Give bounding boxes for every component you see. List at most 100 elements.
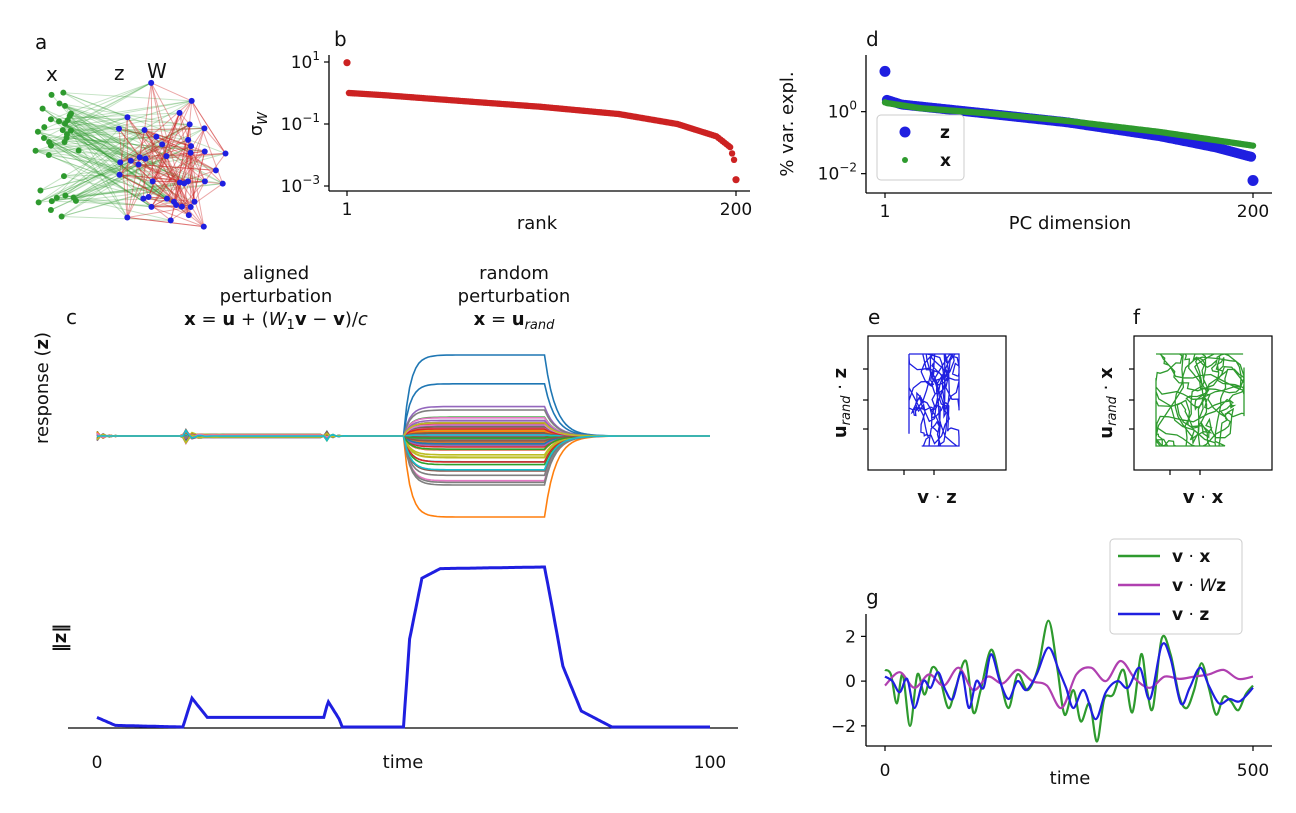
edge-x-z <box>37 131 146 160</box>
edge-x-z <box>43 127 205 139</box>
y-tick-label: −2 <box>831 717 856 737</box>
x-node <box>60 89 67 96</box>
edge-x-z <box>69 115 189 182</box>
edge-x-z <box>67 119 157 138</box>
z-node <box>186 121 193 128</box>
label-x: x <box>46 62 58 86</box>
edge-z-z <box>127 216 204 228</box>
x-node <box>75 147 82 154</box>
edge-z-z <box>151 206 204 228</box>
z-node <box>148 203 155 210</box>
z-node <box>167 217 174 224</box>
edge-z-z <box>150 82 206 182</box>
response-trace <box>97 383 710 442</box>
edge-z-z <box>166 151 206 199</box>
z-node <box>187 204 194 211</box>
b-xlabel: rank <box>517 213 558 234</box>
y-tick-label: 0 <box>845 672 856 692</box>
edge-z-z <box>139 151 205 158</box>
edge-x-z <box>61 182 180 217</box>
z-node <box>212 167 219 174</box>
edge-x-z <box>61 158 146 217</box>
e-ticks <box>863 368 935 475</box>
x-node <box>53 194 60 201</box>
x-node <box>34 128 41 135</box>
edge-z-z <box>127 116 181 183</box>
g-line-vz <box>884 642 1254 721</box>
edge-z-z <box>165 155 183 207</box>
edge-z-z <box>150 82 154 182</box>
edge-x-z <box>40 164 139 191</box>
z-node <box>142 155 149 162</box>
y-tick-exponent: −3 <box>302 173 320 187</box>
g-legend-vx-label: v · x <box>1172 547 1210 567</box>
z-node <box>149 178 156 185</box>
edge-z-z <box>150 82 190 216</box>
edge-x-z <box>64 123 189 182</box>
edge-x-z <box>63 175 177 206</box>
y-tick-label: 101 <box>291 49 320 73</box>
panel-letter-f: f <box>1133 305 1141 329</box>
edge-z-z <box>130 160 153 182</box>
z-point-last <box>1247 175 1259 187</box>
edge-x-z <box>64 105 139 165</box>
edge-z-z <box>144 127 205 131</box>
edge-x-z <box>37 116 128 133</box>
x-node <box>56 100 63 107</box>
edge-z-z <box>152 112 180 182</box>
edge-x-z <box>35 136 157 152</box>
panel-d: d 100 10−2 1 200 z x PC dimension % var. ex… <box>777 27 1272 234</box>
edge-z-z <box>138 164 192 208</box>
edge-x-z <box>66 137 205 153</box>
e-trajectory <box>908 353 960 447</box>
edge-z-z <box>139 156 205 227</box>
edge-z-z <box>127 216 204 228</box>
edge-x-z <box>58 100 192 122</box>
edge-z-z <box>204 153 226 182</box>
edge-z-z <box>165 155 190 216</box>
edge-z-z <box>152 155 167 182</box>
edge-z-z <box>187 100 193 140</box>
edge-z-z <box>179 112 195 202</box>
edge-x-z <box>37 82 152 133</box>
edge-z-z <box>150 82 192 102</box>
edge-z-z <box>190 152 224 184</box>
edge-x-z <box>48 154 223 185</box>
edge-x-z <box>62 129 153 182</box>
panel-f: f v · x urand · x <box>1096 305 1273 508</box>
edge-z-z <box>138 164 181 183</box>
x-node <box>62 192 69 199</box>
panel-letter-c: c <box>66 305 77 329</box>
response-trace <box>96 354 710 441</box>
edge-z-z <box>126 112 180 218</box>
edge-x-z <box>50 136 157 147</box>
edge-x-z <box>67 119 167 157</box>
z-node <box>127 157 134 164</box>
edge-z-z <box>144 129 163 145</box>
edge-x-z <box>69 115 177 206</box>
f-trajectory <box>1155 353 1245 447</box>
z-node <box>141 127 148 134</box>
d-legend-x-label: x <box>940 151 951 171</box>
panel-letter-d: d <box>866 27 879 51</box>
norm-line <box>96 565 710 729</box>
x-tick-label: 500 <box>1237 761 1269 781</box>
singular values-point <box>728 150 736 157</box>
edge-z-z <box>166 152 226 157</box>
x-node <box>67 127 74 134</box>
edge-z-z <box>145 123 190 160</box>
edge-z-z <box>148 196 190 216</box>
random-title-1: random <box>479 263 549 284</box>
edge-x-z <box>56 123 190 199</box>
x-to-z-edges <box>35 82 226 221</box>
z-node <box>201 148 208 155</box>
edge-z-z <box>176 201 195 206</box>
edge-x-z <box>48 116 128 143</box>
edge-x-z <box>58 120 217 171</box>
edge-x-z <box>67 119 120 130</box>
x-node <box>37 187 44 194</box>
edge-x-z <box>48 141 206 182</box>
edge-z-z <box>148 196 167 200</box>
edge-x-z <box>75 198 167 202</box>
edge-x-z <box>43 137 152 208</box>
